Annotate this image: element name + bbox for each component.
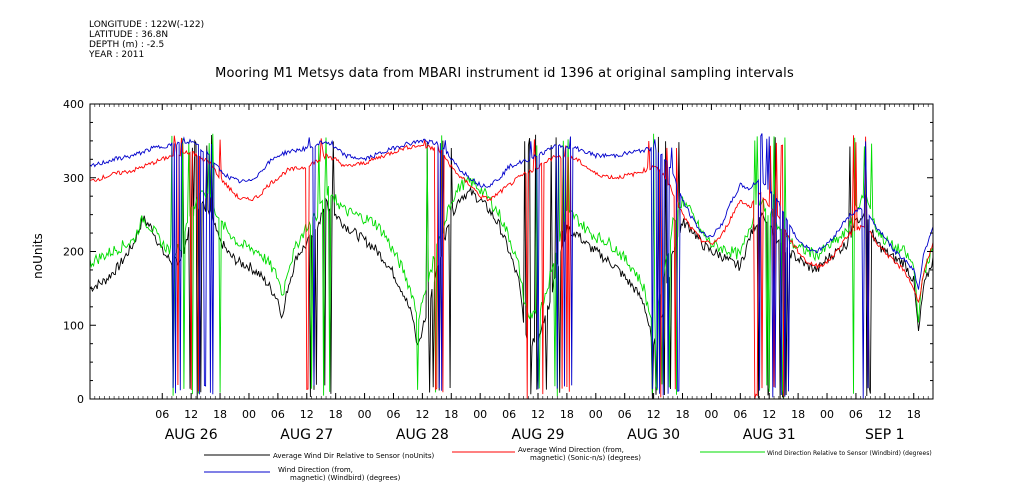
chart-title: Mooring M1 Metsys data from MBARI instru… <box>215 66 794 81</box>
x-hour-label: 06 <box>386 408 400 421</box>
x-hour-label: 12 <box>415 408 429 421</box>
x-hour-label: 12 <box>647 408 661 421</box>
y-tick-label: 300 <box>63 172 84 185</box>
x-hour-label: 12 <box>300 408 314 421</box>
depth-text: DEPTH (m) : -2.5 <box>89 40 165 50</box>
x-day-label: AUG 26 <box>165 427 218 443</box>
x-day-label: AUG 30 <box>627 427 680 443</box>
x-hour-label: 00 <box>589 408 603 421</box>
x-hour-label: 06 <box>502 408 516 421</box>
x-hour-label: 12 <box>184 408 198 421</box>
plot-frame <box>89 103 934 400</box>
legend-label-avg-sonic-2: magnetic) (Sonic-n/s) (degrees) <box>530 454 641 462</box>
x-hour-label: 18 <box>791 408 805 421</box>
x-day-label: AUG 29 <box>512 427 565 443</box>
y-tick-label: 0 <box>77 393 84 406</box>
y-tick-label: 200 <box>63 246 84 259</box>
x-day-label: AUG 27 <box>280 427 333 443</box>
x-hour-label: 18 <box>329 408 343 421</box>
x-hour-label: 06 <box>849 408 863 421</box>
series-windbird-mag-line <box>90 133 933 399</box>
y-tick-label: 100 <box>63 319 84 332</box>
series-avg-rel-line <box>90 134 933 399</box>
x-day-label: AUG 31 <box>743 427 796 443</box>
series-avg-sonic-line <box>90 135 933 399</box>
axis-layer: 0 100 200 300 400 06 12 18 00 06 12 18 00 06 12 18 00 06 1… <box>63 98 934 443</box>
x-hour-label: 00 <box>358 408 372 421</box>
x-hour-label: 12 <box>762 408 776 421</box>
x-hour-label: 00 <box>473 408 487 421</box>
legend-label-windbird-mag-2: magnetic) (Windbird) (degrees) <box>290 474 401 482</box>
legend-label-avg-rel: Average Wind Dir Relative to Sensor (noU… <box>273 452 434 460</box>
latitude-text: LATITUDE : 36.8N <box>89 30 169 40</box>
series-layer <box>90 133 933 399</box>
x-hour-label: 12 <box>878 408 892 421</box>
longitude-text: LONGITUDE : 122W(-122) <box>89 20 205 30</box>
x-day-label: SEP 1 <box>865 427 905 443</box>
legend-label-avg-sonic-1: Average Wind Direction (from, <box>518 446 624 454</box>
x-hour-label: 06 <box>733 408 747 421</box>
x-hour-label: 18 <box>560 408 574 421</box>
x-hour-label: 00 <box>820 408 834 421</box>
y-tick-label: 400 <box>63 98 84 111</box>
x-day-label: AUG 28 <box>396 427 449 443</box>
x-hour-label: 18 <box>907 408 921 421</box>
x-hour-label: 18 <box>444 408 458 421</box>
x-hour-label: 18 <box>213 408 227 421</box>
x-hour-label: 12 <box>531 408 545 421</box>
legend-label-windbird-rel: Wind Direction Relative to Sensor (Windb… <box>767 450 932 457</box>
x-hour-label: 18 <box>676 408 690 421</box>
x-hour-label: 06 <box>618 408 632 421</box>
legend-label-windbird-mag-1: Wind Direction (from, <box>278 466 353 474</box>
y-axis-label: noUnits <box>31 233 45 279</box>
x-hour-label: 06 <box>155 408 169 421</box>
x-hour-label: 00 <box>242 408 256 421</box>
legend: Average Wind Dir Relative to Sensor (noU… <box>204 446 932 482</box>
x-hour-label: 00 <box>704 408 718 421</box>
year-text: YEAR : 2011 <box>89 50 145 60</box>
mooring-metadata: LONGITUDE : 122W(-122) LATITUDE : 36.8N … <box>89 20 204 60</box>
x-hour-label: 06 <box>271 408 285 421</box>
